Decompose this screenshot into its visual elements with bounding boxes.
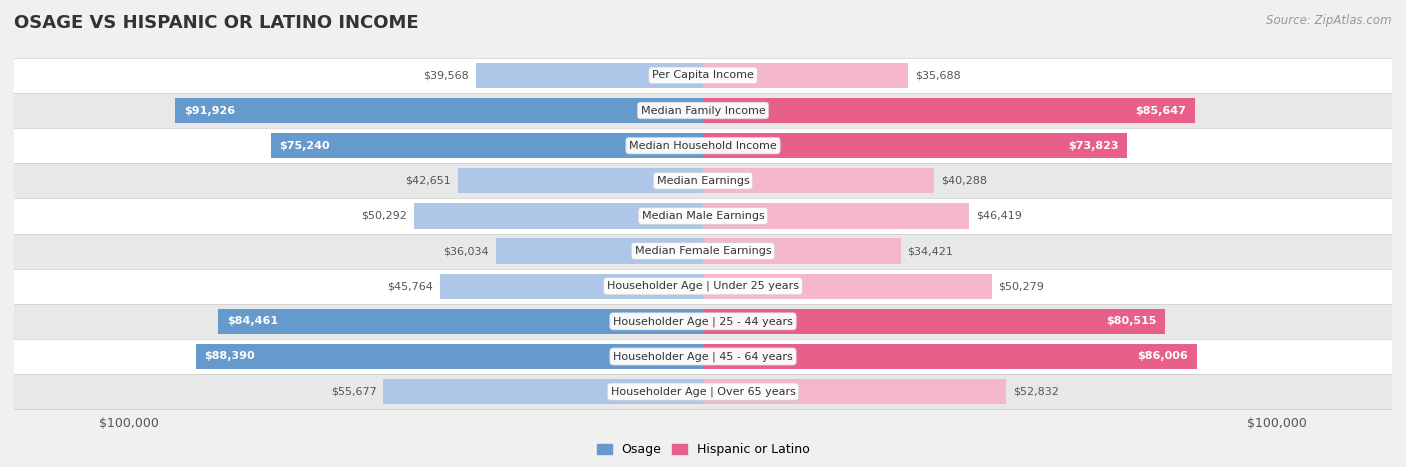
Text: $55,677: $55,677 xyxy=(330,387,377,396)
Text: $88,390: $88,390 xyxy=(204,352,254,361)
Text: $46,419: $46,419 xyxy=(976,211,1022,221)
Text: OSAGE VS HISPANIC OR LATINO INCOME: OSAGE VS HISPANIC OR LATINO INCOME xyxy=(14,14,419,32)
Text: $84,461: $84,461 xyxy=(226,316,278,326)
Text: Householder Age | Over 65 years: Householder Age | Over 65 years xyxy=(610,386,796,397)
Text: Median Earnings: Median Earnings xyxy=(657,176,749,186)
Legend: Osage, Hispanic or Latino: Osage, Hispanic or Latino xyxy=(592,439,814,461)
Bar xyxy=(218,309,703,334)
Text: $80,515: $80,515 xyxy=(1107,316,1157,326)
Text: Median Female Earnings: Median Female Earnings xyxy=(634,246,772,256)
Text: $91,926: $91,926 xyxy=(184,106,235,115)
Text: $39,568: $39,568 xyxy=(423,71,470,80)
Bar xyxy=(703,274,991,299)
Bar xyxy=(703,63,908,88)
Bar xyxy=(703,203,970,228)
Bar xyxy=(475,63,703,88)
Text: $35,688: $35,688 xyxy=(915,71,960,80)
Bar xyxy=(195,344,703,369)
Bar xyxy=(703,133,1126,158)
Text: Per Capita Income: Per Capita Income xyxy=(652,71,754,80)
Bar xyxy=(14,198,1392,234)
Bar xyxy=(14,374,1392,409)
Text: Median Male Earnings: Median Male Earnings xyxy=(641,211,765,221)
Text: $42,651: $42,651 xyxy=(405,176,451,186)
Text: $73,823: $73,823 xyxy=(1067,141,1118,151)
Bar xyxy=(440,274,703,299)
Text: $86,006: $86,006 xyxy=(1137,352,1188,361)
Bar xyxy=(496,239,703,264)
Text: $40,288: $40,288 xyxy=(941,176,987,186)
Text: Source: ZipAtlas.com: Source: ZipAtlas.com xyxy=(1267,14,1392,27)
Text: $50,292: $50,292 xyxy=(361,211,408,221)
Bar xyxy=(14,163,1392,198)
Text: Median Family Income: Median Family Income xyxy=(641,106,765,115)
Text: Median Household Income: Median Household Income xyxy=(628,141,778,151)
Bar xyxy=(703,309,1166,334)
Text: Householder Age | 45 - 64 years: Householder Age | 45 - 64 years xyxy=(613,351,793,362)
Bar xyxy=(703,239,901,264)
Bar xyxy=(384,379,703,404)
Bar xyxy=(14,128,1392,163)
Text: $85,647: $85,647 xyxy=(1135,106,1187,115)
Text: $52,832: $52,832 xyxy=(1014,387,1059,396)
Bar xyxy=(703,344,1197,369)
Text: $45,764: $45,764 xyxy=(388,281,433,291)
Bar xyxy=(415,203,703,228)
Bar xyxy=(458,168,703,193)
Text: Householder Age | 25 - 44 years: Householder Age | 25 - 44 years xyxy=(613,316,793,326)
Bar xyxy=(14,58,1392,93)
Text: $75,240: $75,240 xyxy=(280,141,330,151)
Bar xyxy=(176,98,703,123)
Bar xyxy=(271,133,703,158)
Bar xyxy=(14,93,1392,128)
Bar xyxy=(14,269,1392,304)
Bar xyxy=(14,234,1392,269)
Bar xyxy=(14,304,1392,339)
Bar xyxy=(703,98,1195,123)
Text: $36,034: $36,034 xyxy=(444,246,489,256)
Bar xyxy=(14,339,1392,374)
Text: $34,421: $34,421 xyxy=(907,246,953,256)
Text: $50,279: $50,279 xyxy=(998,281,1045,291)
Bar xyxy=(703,168,935,193)
Text: Householder Age | Under 25 years: Householder Age | Under 25 years xyxy=(607,281,799,291)
Bar xyxy=(703,379,1007,404)
